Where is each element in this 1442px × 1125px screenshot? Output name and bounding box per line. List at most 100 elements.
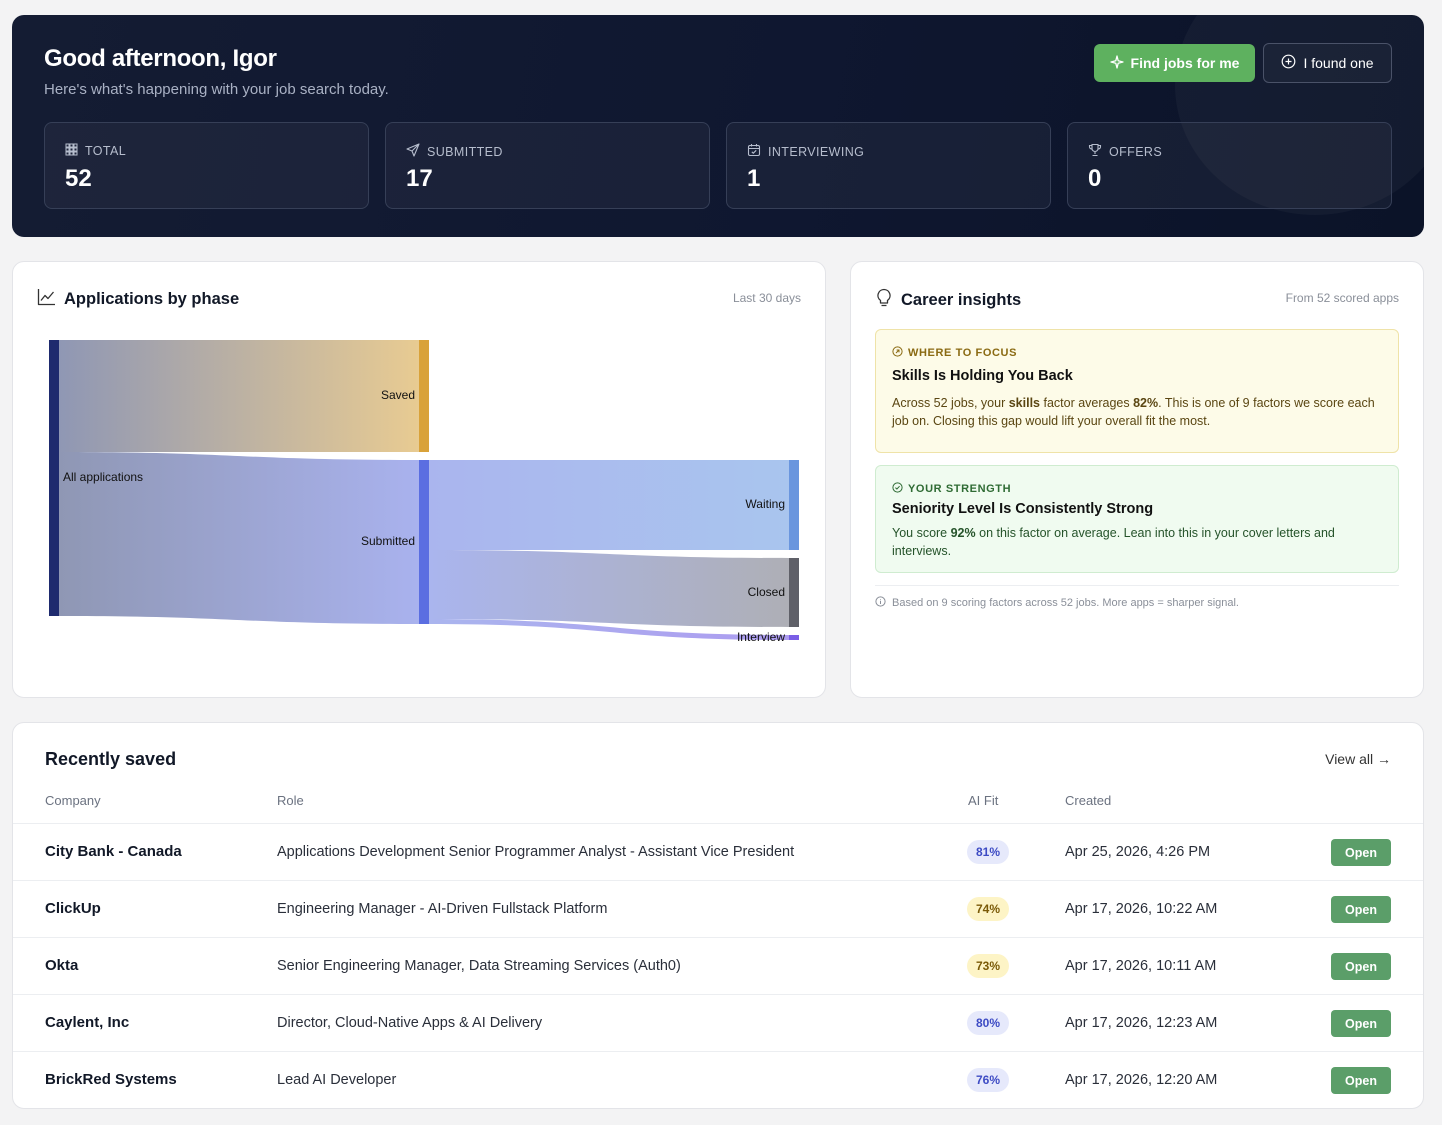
ai-fit-badge: 76% bbox=[967, 1068, 1010, 1092]
strength-insight: YOUR STRENGTH Seniority Level Is Consist… bbox=[875, 465, 1399, 573]
phase-card-meta: Last 30 days bbox=[732, 291, 801, 305]
ai-fit-badge: 73% bbox=[967, 954, 1010, 978]
node-waiting bbox=[789, 460, 799, 550]
stat-interviewing: INTERVIEWING 1 bbox=[726, 122, 1051, 209]
company-cell: Okta bbox=[45, 957, 79, 974]
node-label-all-applications: All applications bbox=[63, 470, 143, 484]
created-cell: Apr 17, 2026, 12:23 AM bbox=[1065, 1015, 1218, 1031]
line-chart-icon bbox=[37, 288, 56, 311]
ai-fit-badge: 80% bbox=[967, 1011, 1010, 1035]
stat-label: TOTAL bbox=[85, 144, 127, 158]
greeting-title: Good afternoon, Igor bbox=[44, 45, 277, 72]
link-submitted-to-interview bbox=[429, 619, 789, 640]
stat-total: TOTAL 52 bbox=[44, 122, 369, 209]
info-icon bbox=[875, 596, 886, 610]
phase-card-title: Applications by phase bbox=[64, 290, 240, 308]
focus-heading: Skills Is Holding You Back bbox=[892, 368, 1073, 384]
focus-text-part: Across 52 jobs, your bbox=[892, 396, 1009, 410]
link-submitted-to-waiting bbox=[429, 460, 789, 550]
table-row: City Bank - Canada Applications Developm… bbox=[13, 823, 1423, 880]
sparkle-icon bbox=[1109, 54, 1124, 72]
check-circle-icon bbox=[892, 482, 903, 496]
open-button[interactable]: Open bbox=[1331, 953, 1391, 980]
focus-text-bold: 82% bbox=[1133, 396, 1159, 410]
table-row: BrickRed Systems Lead AI Developer 76% A… bbox=[13, 1051, 1423, 1108]
created-cell: Apr 17, 2026, 10:22 AM bbox=[1065, 901, 1218, 917]
open-button[interactable]: Open bbox=[1331, 896, 1391, 923]
greeting-subtitle: Here's what's happening with your job se… bbox=[44, 81, 389, 98]
strength-text-bold: 92% bbox=[950, 526, 976, 540]
node-all-applications bbox=[49, 340, 59, 616]
focus-tag-label: WHERE TO FOCUS bbox=[908, 347, 1018, 359]
company-cell: City Bank - Canada bbox=[45, 843, 182, 860]
phase-sankey-chart: All applications Saved Submitted Waiting… bbox=[49, 340, 799, 644]
focus-insight: WHERE TO FOCUS Skills Is Holding You Bac… bbox=[875, 329, 1399, 453]
node-label-closed: Closed bbox=[748, 585, 785, 599]
link-submitted-to-closed bbox=[429, 550, 789, 627]
role-cell: Director, Cloud-Native Apps & AI Deliver… bbox=[277, 1015, 543, 1031]
open-button[interactable]: Open bbox=[1331, 1010, 1391, 1037]
node-label-submitted: Submitted bbox=[361, 534, 415, 548]
focus-text: Across 52 jobs, your skills factor avera… bbox=[892, 394, 1382, 430]
column-header-role: Role bbox=[277, 793, 304, 808]
node-label-saved: Saved bbox=[381, 388, 415, 402]
link-all-to-submitted bbox=[59, 452, 419, 624]
trophy-icon bbox=[1088, 143, 1102, 160]
stat-label: SUBMITTED bbox=[427, 144, 503, 159]
company-cell: Caylent, Inc bbox=[45, 1014, 130, 1031]
career-insights-card: Career insights From 52 scored apps WHER… bbox=[850, 261, 1424, 698]
recently-saved-title: Recently saved bbox=[45, 749, 177, 769]
plus-circle-icon bbox=[1281, 54, 1296, 72]
strength-tag: YOUR STRENGTH bbox=[892, 482, 1011, 496]
stat-label: INTERVIEWING bbox=[768, 144, 865, 159]
phase-card-header: Applications by phase bbox=[37, 288, 239, 311]
focus-text-bold: skills bbox=[1008, 396, 1040, 410]
send-icon bbox=[406, 143, 420, 160]
created-cell: Apr 25, 2026, 4:26 PM bbox=[1065, 844, 1211, 860]
role-cell: Lead AI Developer bbox=[277, 1072, 397, 1088]
insights-title: Career insights bbox=[901, 291, 1022, 309]
open-button[interactable]: Open bbox=[1331, 839, 1391, 866]
node-saved bbox=[419, 340, 429, 452]
created-cell: Apr 17, 2026, 12:20 AM bbox=[1065, 1072, 1218, 1088]
node-label-waiting: Waiting bbox=[745, 497, 785, 511]
role-cell: Applications Development Senior Programm… bbox=[277, 844, 795, 860]
insights-meta: From 52 scored apps bbox=[1285, 291, 1399, 305]
node-interview bbox=[789, 635, 799, 640]
footnote-text: Based on 9 scoring factors across 52 job… bbox=[892, 597, 1239, 609]
focus-text-part: . This is one of 9 factors we score each… bbox=[892, 396, 1375, 428]
stat-value: 1 bbox=[747, 165, 761, 192]
focus-text-part: factor averages bbox=[1040, 396, 1134, 410]
stat-submitted: SUBMITTED 17 bbox=[385, 122, 710, 209]
lightbulb-icon bbox=[875, 288, 893, 313]
ai-fit-badge: 74% bbox=[967, 897, 1010, 921]
stat-value: 0 bbox=[1088, 165, 1102, 192]
open-button[interactable]: Open bbox=[1331, 1067, 1391, 1094]
stat-offers: OFFERS 0 bbox=[1067, 122, 1392, 209]
grid-icon bbox=[65, 143, 78, 159]
target-icon bbox=[892, 346, 903, 360]
company-cell: ClickUp bbox=[45, 900, 101, 917]
strength-tag-label: YOUR STRENGTH bbox=[908, 483, 1012, 495]
link-all-to-saved bbox=[59, 340, 419, 452]
ai-fit-badge: 81% bbox=[967, 840, 1010, 864]
column-header-company: Company bbox=[45, 793, 101, 808]
node-submitted bbox=[419, 460, 429, 624]
role-cell: Senior Engineering Manager, Data Streami… bbox=[277, 958, 681, 974]
i-found-one-button[interactable]: I found one bbox=[1263, 43, 1392, 83]
stat-value: 52 bbox=[65, 165, 92, 192]
view-all-link[interactable]: View all → bbox=[1325, 751, 1391, 767]
focus-tag: WHERE TO FOCUS bbox=[892, 346, 1017, 360]
find-jobs-label: Find jobs for me bbox=[1130, 55, 1240, 71]
stat-label: OFFERS bbox=[1109, 144, 1163, 159]
recently-saved-card: Recently saved View all → Company Role A… bbox=[12, 722, 1424, 1109]
hero-banner: Good afternoon, Igor Here's what's happe… bbox=[12, 15, 1424, 237]
created-cell: Apr 17, 2026, 10:11 AM bbox=[1065, 958, 1217, 974]
calendar-icon bbox=[747, 143, 761, 160]
column-header-created: Created bbox=[1065, 793, 1112, 808]
table-row: Okta Senior Engineering Manager, Data St… bbox=[13, 937, 1423, 994]
node-label-interview: Interview bbox=[737, 630, 785, 644]
role-cell: Engineering Manager - AI-Driven Fullstac… bbox=[277, 901, 608, 917]
find-jobs-button[interactable]: Find jobs for me bbox=[1094, 44, 1255, 82]
table-row: ClickUp Engineering Manager - AI-Driven … bbox=[13, 880, 1423, 937]
